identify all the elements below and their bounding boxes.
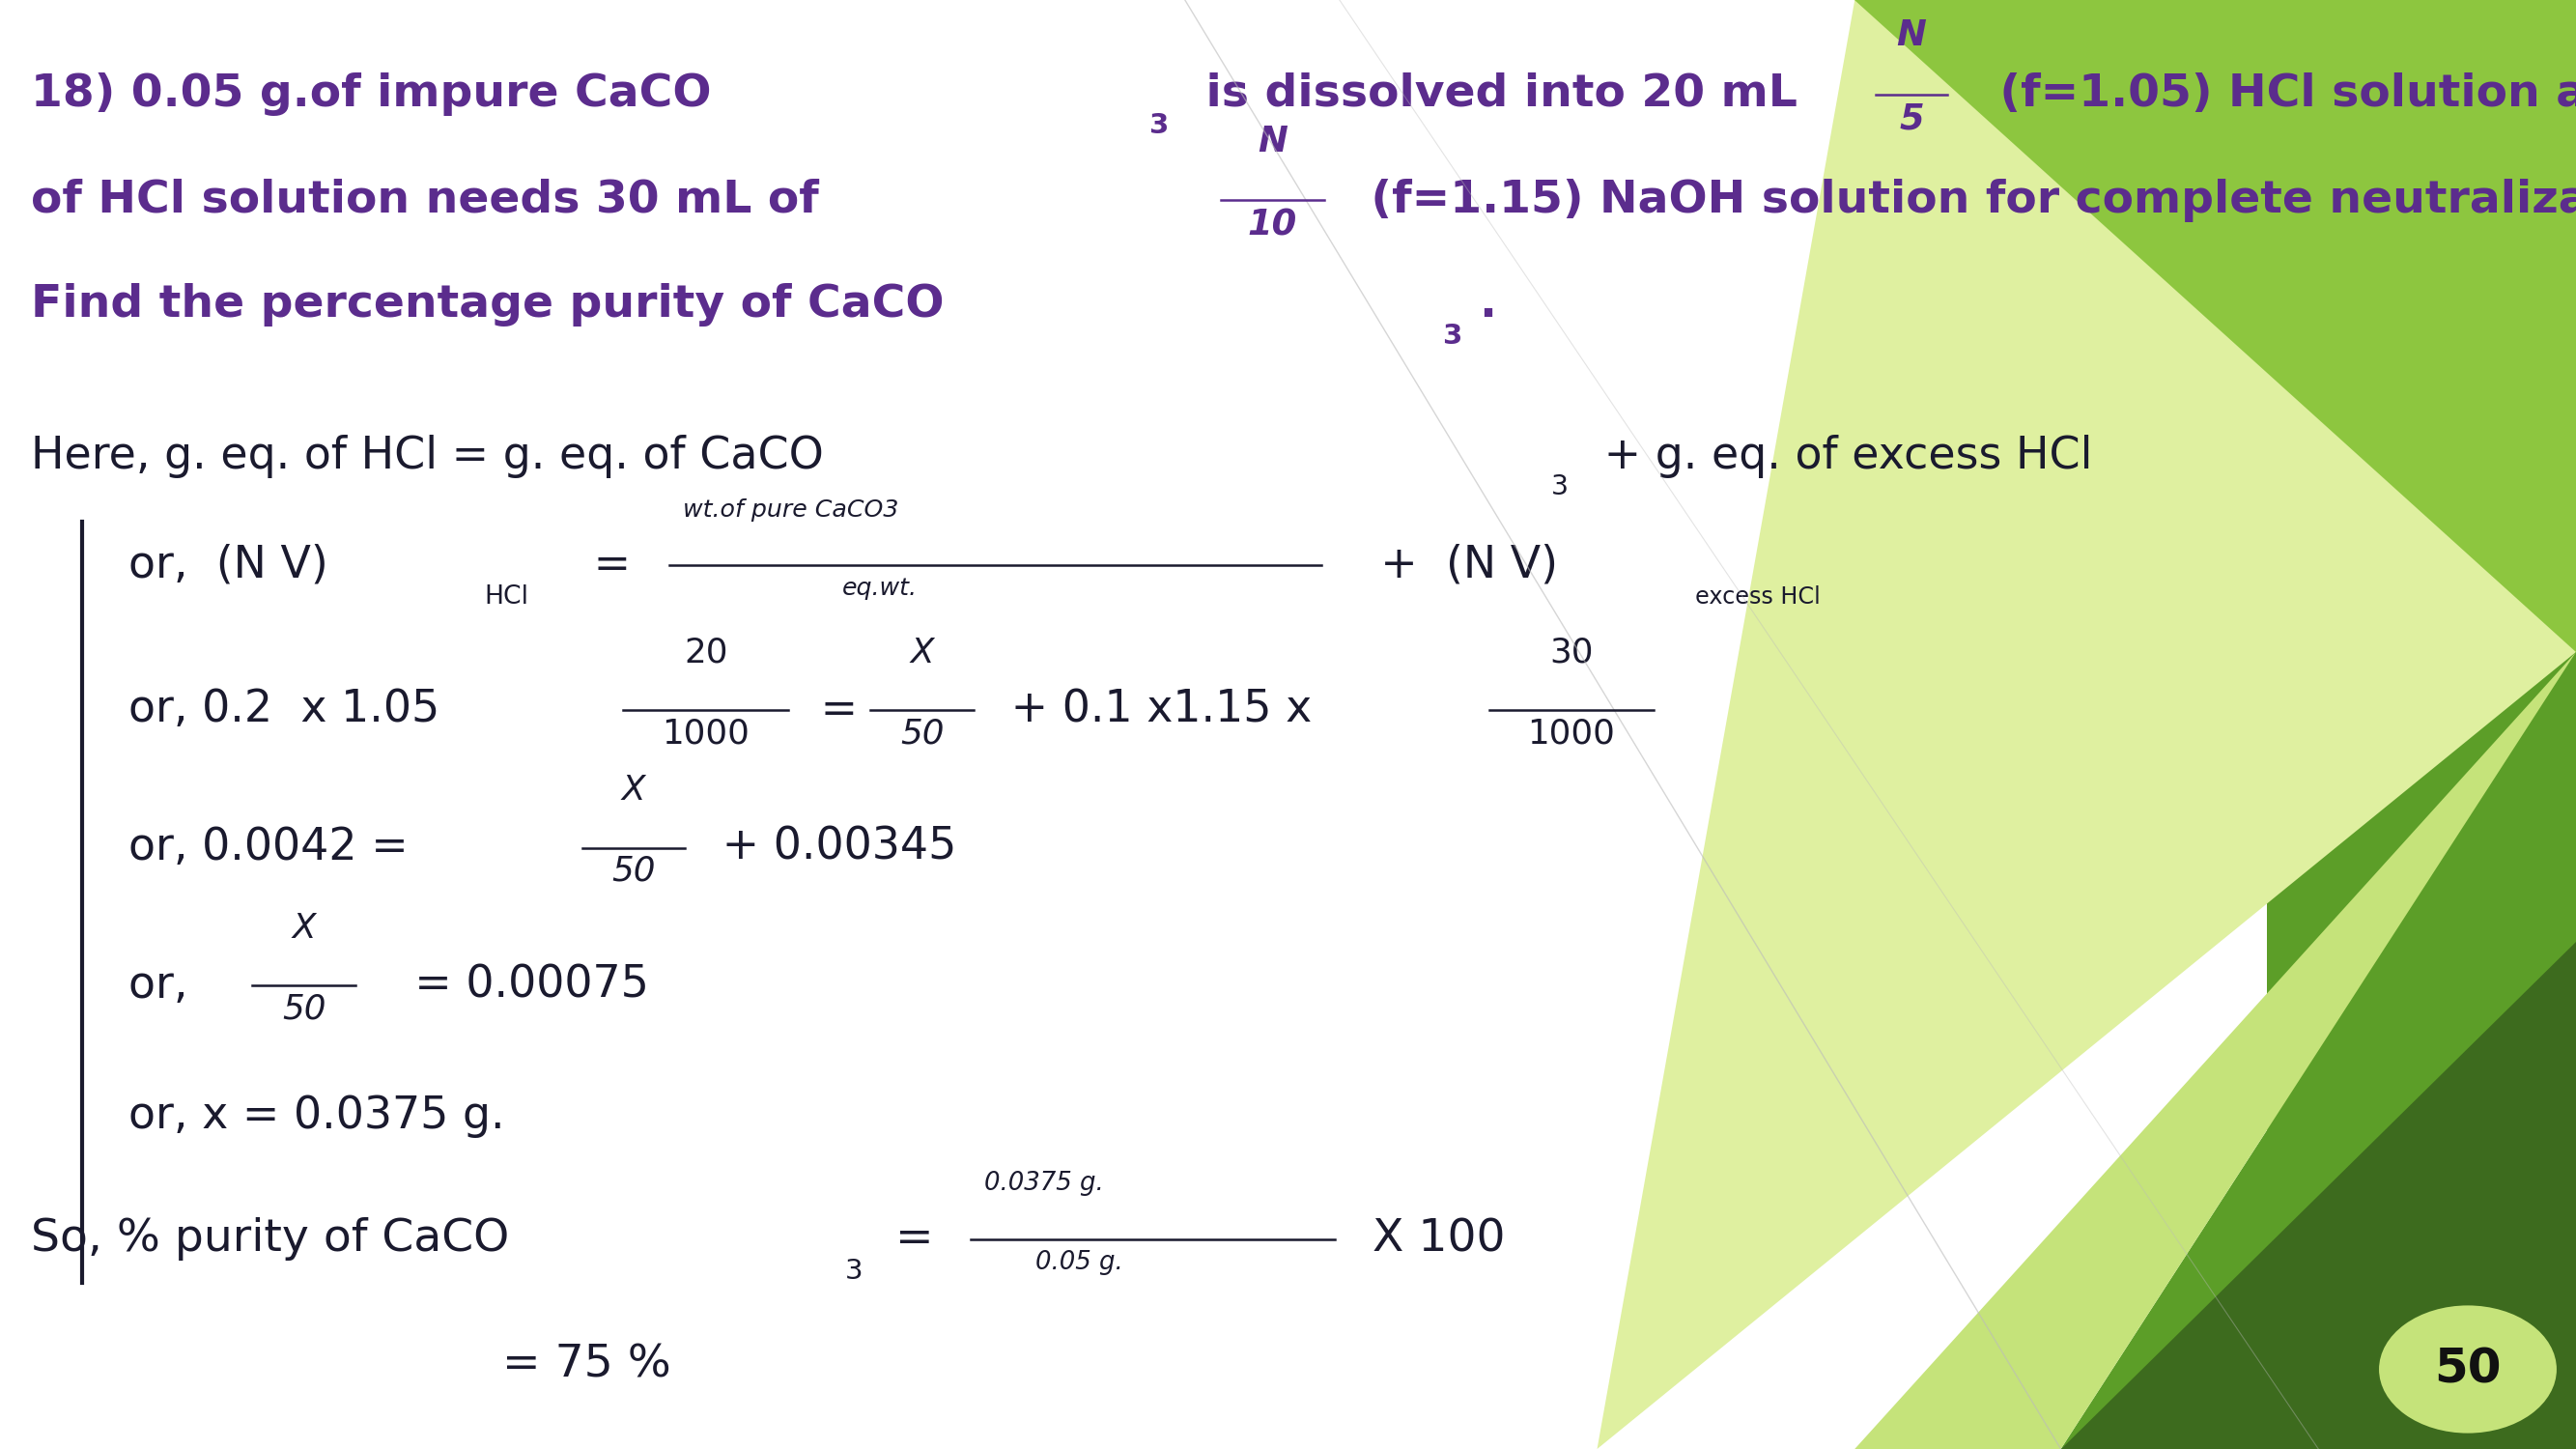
- Text: =: =: [806, 688, 871, 732]
- Text: X 100: X 100: [1358, 1217, 1504, 1261]
- Text: excess HCl: excess HCl: [1695, 585, 1821, 609]
- Text: = 75 %: = 75 %: [502, 1343, 672, 1387]
- Polygon shape: [1855, 0, 2576, 652]
- Text: 3: 3: [1551, 474, 1569, 500]
- Text: X: X: [291, 911, 317, 945]
- Text: 3: 3: [1443, 323, 1463, 349]
- Text: + 0.1 x1.15 x: + 0.1 x1.15 x: [997, 688, 1311, 732]
- Text: 50: 50: [899, 717, 945, 751]
- Text: 50: 50: [281, 993, 327, 1026]
- Text: 0.05 g.: 0.05 g.: [1036, 1250, 1123, 1275]
- Text: =: =: [580, 543, 644, 587]
- Ellipse shape: [2378, 1304, 2558, 1435]
- Text: or,: or,: [129, 964, 204, 1007]
- Text: (f=1.15) NaOH solution for complete neutralization.: (f=1.15) NaOH solution for complete neut…: [1355, 178, 2576, 222]
- Text: 1000: 1000: [662, 717, 750, 751]
- Text: HCl: HCl: [484, 584, 528, 610]
- Text: N: N: [1896, 17, 1927, 54]
- Text: + 0.00345: + 0.00345: [708, 826, 958, 869]
- Text: 3: 3: [845, 1258, 863, 1284]
- Text: 5: 5: [1899, 101, 1924, 138]
- Text: So, % purity of CaCO: So, % purity of CaCO: [31, 1217, 510, 1261]
- Text: +  (N V): + (N V): [1352, 543, 1558, 587]
- Text: X: X: [621, 774, 647, 807]
- Text: or, 0.0042 =: or, 0.0042 =: [129, 826, 422, 869]
- Text: 10: 10: [1247, 207, 1298, 243]
- Text: or, x = 0.0375 g.: or, x = 0.0375 g.: [129, 1094, 505, 1137]
- Text: 18) 0.05 g.of impure CaCO: 18) 0.05 g.of impure CaCO: [31, 72, 711, 116]
- Text: of HCl solution needs 30 mL of: of HCl solution needs 30 mL of: [31, 178, 819, 222]
- Text: eq.wt.: eq.wt.: [842, 577, 917, 600]
- Text: Here, g. eq. of HCl = g. eq. of CaCO: Here, g. eq. of HCl = g. eq. of CaCO: [31, 435, 824, 478]
- Polygon shape: [2061, 942, 2576, 1449]
- Polygon shape: [1597, 652, 2576, 1449]
- Text: + g. eq. of excess HCl: + g. eq. of excess HCl: [1589, 435, 2092, 478]
- Text: N: N: [1257, 123, 1288, 159]
- Text: or,  (N V): or, (N V): [129, 543, 330, 587]
- Text: 1000: 1000: [1528, 717, 1615, 751]
- Text: 30: 30: [1548, 636, 1595, 669]
- Text: = 0.00075: = 0.00075: [386, 964, 649, 1007]
- Text: 0.0375 g.: 0.0375 g.: [984, 1171, 1103, 1195]
- Text: 20: 20: [683, 636, 729, 669]
- Text: X: X: [909, 636, 935, 669]
- Text: 3: 3: [1149, 113, 1170, 139]
- Polygon shape: [1752, 652, 2576, 1449]
- Text: .: .: [1479, 283, 1497, 326]
- Polygon shape: [2267, 0, 2576, 1449]
- Text: Find the percentage purity of CaCO: Find the percentage purity of CaCO: [31, 283, 945, 326]
- Text: is dissolved into 20 mL: is dissolved into 20 mL: [1190, 72, 1798, 116]
- Text: wt.of pure CaCO3: wt.of pure CaCO3: [683, 498, 899, 522]
- Text: =: =: [881, 1217, 948, 1261]
- Text: (f=1.05) HCl solution and excess: (f=1.05) HCl solution and excess: [1984, 72, 2576, 116]
- Text: 50: 50: [611, 855, 657, 888]
- Polygon shape: [1597, 0, 2576, 1449]
- Text: or, 0.2  x 1.05: or, 0.2 x 1.05: [129, 688, 440, 732]
- Text: 50: 50: [2434, 1346, 2501, 1392]
